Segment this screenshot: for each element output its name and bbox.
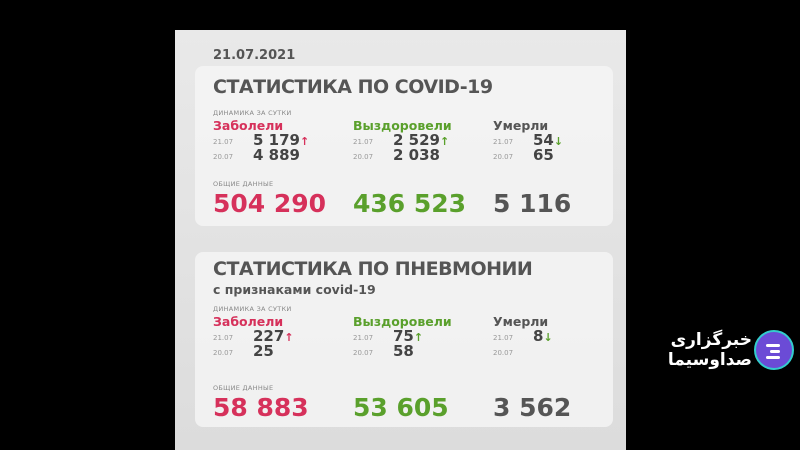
row-value: 25 xyxy=(253,342,274,360)
row-date: 21.07 xyxy=(213,334,234,342)
daily-row: 20.07 4 889 xyxy=(213,148,338,163)
recovered-total: 53 605 xyxy=(353,393,449,422)
row-value: 65 xyxy=(533,146,554,164)
infographic-panel: 21.07.2021 СТАТИСТИКА ПО COVID-19 ДИНАМИ… xyxy=(175,30,626,450)
pneumonia-subtitle: с признаками covid-19 xyxy=(213,282,376,297)
row-value: 58 xyxy=(393,342,414,360)
report-date: 21.07.2021 xyxy=(213,48,296,63)
row-date: 21.07 xyxy=(353,334,374,342)
row-value: 5 179↑ xyxy=(253,131,310,149)
daily-row: 21.07 54↓ xyxy=(493,131,618,149)
daily-row: 21.07 8↓ xyxy=(493,327,618,345)
died-total: 3 562 xyxy=(493,393,572,422)
row-value: 8↓ xyxy=(533,327,553,345)
daily-row: 21.07 75↑ xyxy=(353,327,478,345)
daily-row: 21.07 5 179↑ xyxy=(213,131,338,149)
recovered-column: Выздоровели 21.07 75↑ 20.07 58 xyxy=(353,314,478,359)
row-date: 21.07 xyxy=(213,138,234,146)
daily-label: ДИНАМИКА ЗА СУТКИ xyxy=(213,305,292,313)
sick-column: Заболели 21.07 5 179↑ 20.07 4 889 xyxy=(213,118,338,163)
row-date: 21.07 xyxy=(493,138,514,146)
arrow-up-icon: ↑ xyxy=(284,331,294,344)
recovered-label: Выздоровели xyxy=(353,118,452,133)
pneumonia-title: СТАТИСТИКА ПО ПНЕВМОНИИ xyxy=(213,258,533,280)
daily-label: ДИНАМИКА ЗА СУТКИ xyxy=(213,109,292,117)
daily-row: 20.07 58 xyxy=(353,344,478,359)
chat-bubble-icon xyxy=(754,330,794,370)
row-date: 20.07 xyxy=(213,153,234,161)
arrow-up-icon: ↑ xyxy=(439,135,450,148)
died-column: Умерли 21.07 54↓ 20.07 65 xyxy=(493,118,618,163)
daily-row: 20.07 2 038 xyxy=(353,148,478,163)
row-date: 20.07 xyxy=(213,349,234,357)
arrow-up-icon: ↑ xyxy=(413,331,424,344)
died-total: 5 116 xyxy=(493,189,572,218)
row-value: 54↓ xyxy=(533,131,564,149)
died-label: Умерли xyxy=(493,314,549,329)
row-date: 20.07 xyxy=(353,153,374,161)
row-value: 2 529↑ xyxy=(393,131,450,149)
arrow-down-icon: ↓ xyxy=(553,135,564,148)
daily-row: 21.07 2 529↑ xyxy=(353,131,478,149)
sick-total: 504 290 xyxy=(213,189,327,218)
row-date: 20.07 xyxy=(353,349,374,357)
sick-total: 58 883 xyxy=(213,393,309,422)
row-date: 20.07 xyxy=(493,349,514,357)
died-column: Умерли 21.07 8↓ 20.07 xyxy=(493,314,618,359)
covid-title: СТАТИСТИКА ПО COVID-19 xyxy=(213,76,493,98)
covid-card: СТАТИСТИКА ПО COVID-19 ДИНАМИКА ЗА СУТКИ… xyxy=(195,66,613,226)
row-value: 227↑ xyxy=(253,327,294,345)
recovered-label: Выздоровели xyxy=(353,314,452,329)
broadcaster-name: خبرگزاری صداوسیما xyxy=(667,330,752,370)
row-date: 21.07 xyxy=(493,334,514,342)
arrow-up-icon: ↑ xyxy=(299,135,310,148)
recovered-column: Выздоровели 21.07 2 529↑ 20.07 2 038 xyxy=(353,118,478,163)
recovered-total: 436 523 xyxy=(353,189,467,218)
row-date: 21.07 xyxy=(353,138,374,146)
row-date: 20.07 xyxy=(493,153,514,161)
sick-label: Заболели xyxy=(213,118,284,133)
daily-row: 21.07 227↑ xyxy=(213,327,338,345)
sick-label: Заболели xyxy=(213,314,284,329)
total-label: ОБЩИЕ ДАННЫЕ xyxy=(213,180,274,188)
sick-column: Заболели 21.07 227↑ 20.07 25 xyxy=(213,314,338,359)
arrow-down-icon: ↓ xyxy=(543,331,553,344)
row-value: 75↑ xyxy=(393,327,424,345)
died-label: Умерли xyxy=(493,118,549,133)
pneumonia-card: СТАТИСТИКА ПО ПНЕВМОНИИ с признаками cov… xyxy=(195,252,613,427)
broadcaster-logo: خبرگزاری صداوسیما xyxy=(632,326,796,376)
daily-row: 20.07 65 xyxy=(493,148,618,163)
daily-row: 20.07 xyxy=(493,344,618,359)
daily-row: 20.07 25 xyxy=(213,344,338,359)
total-label: ОБЩИЕ ДАННЫЕ xyxy=(213,384,274,392)
row-value: 4 889 xyxy=(253,146,300,164)
row-value: 2 038 xyxy=(393,146,440,164)
